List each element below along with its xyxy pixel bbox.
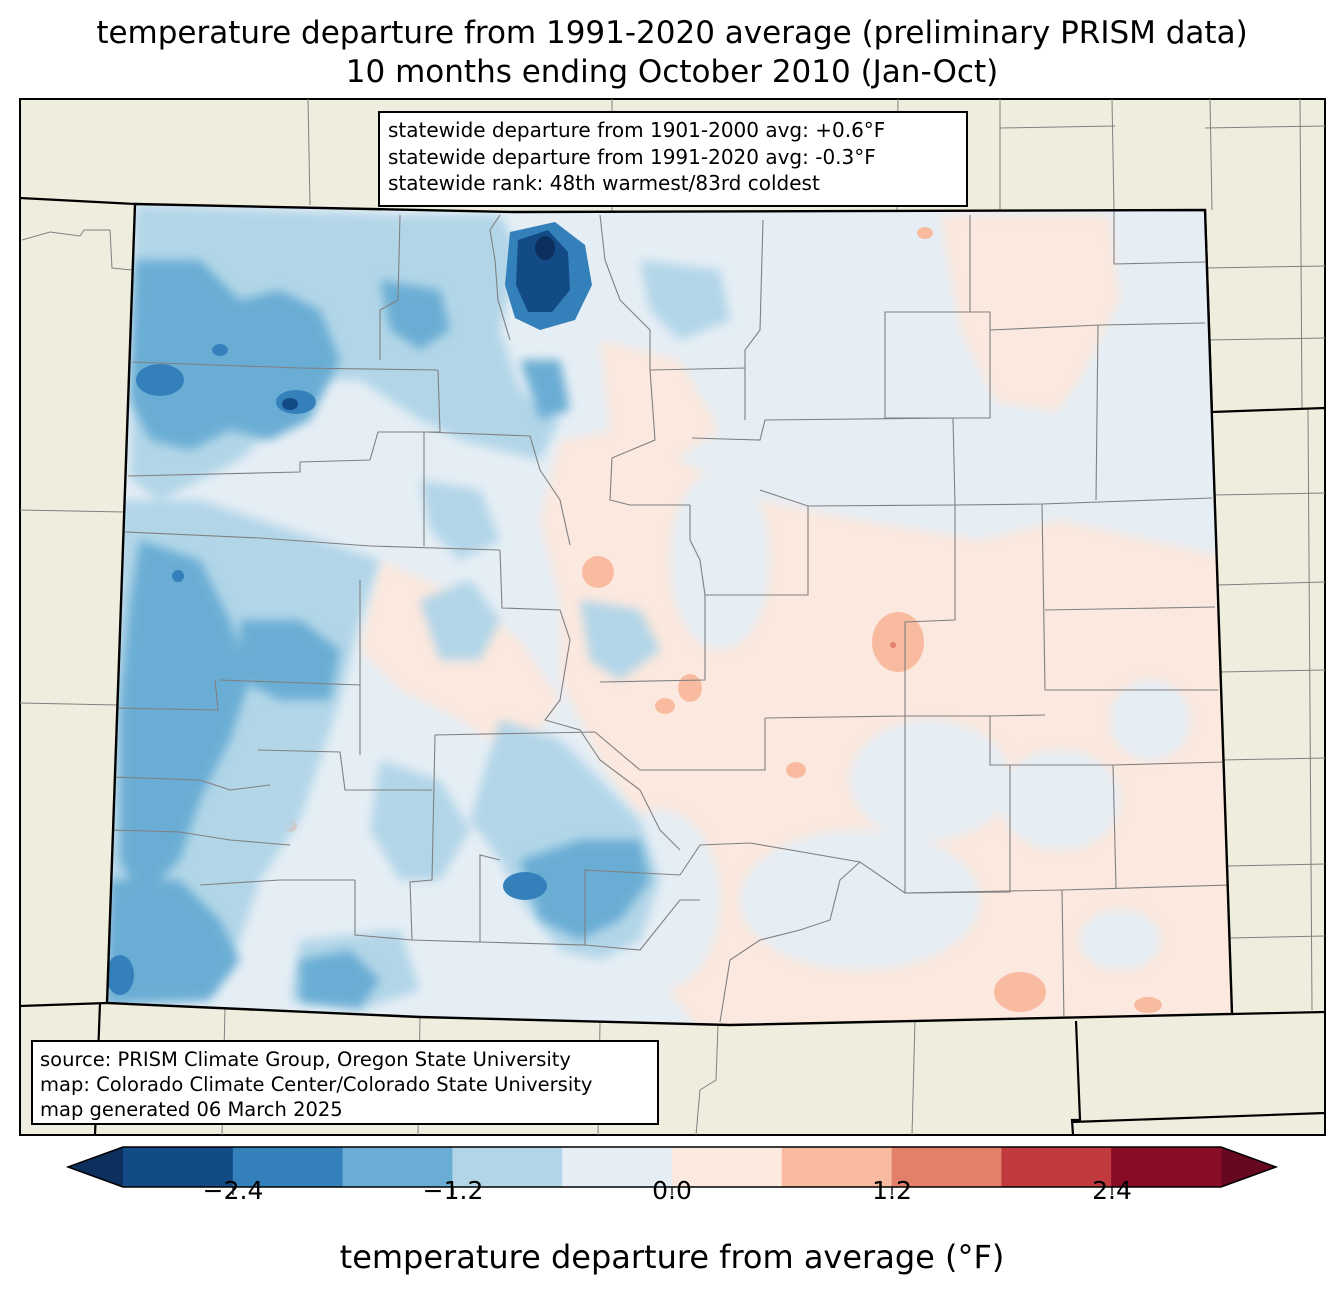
colorado-state-border: [105, 202, 1234, 1027]
colorbar-bin: [781, 1147, 893, 1187]
source-line: source: PRISM Climate Group, Oregon Stat…: [40, 1048, 571, 1071]
stats-rank: statewide rank: 48th warmest/83rd coldes…: [388, 171, 820, 195]
colorbar-tick-label: 1.2: [872, 1176, 912, 1205]
colorbar-ticks: [232, 1187, 1113, 1195]
colorbar-tick-label: 0.0: [652, 1176, 692, 1205]
colorbar-bin: [232, 1147, 344, 1187]
colorbar-bin: [1111, 1147, 1222, 1187]
colorbar-bin: [891, 1147, 1002, 1187]
stats-departure-1901-2000: statewide departure from 1901-2000 avg: …: [388, 118, 886, 142]
colorbar-label: temperature departure from average (°F): [339, 1238, 1005, 1276]
stats-departure-1991-2020: statewide departure from 1991-2020 avg: …: [388, 144, 876, 169]
colorbar-bin: [123, 1147, 234, 1187]
colorbar-outline: [65, 1146, 1279, 1188]
colorbar-bin: [1001, 1147, 1112, 1187]
colorbar-bin: [342, 1147, 453, 1187]
generated-date-line: map generated 06 March 2025: [40, 1098, 343, 1121]
colorbar-over-arrow: [1221, 1147, 1276, 1187]
colorbar-tick-label: −2.4: [202, 1176, 264, 1205]
departure-field: [107, 204, 1232, 1025]
colorbar-under-arrow: [68, 1147, 123, 1187]
map-credit-line: map: Colorado Climate Center/Colorado St…: [40, 1073, 593, 1096]
colorado-county-lines: [109, 210, 1231, 1023]
colorbar: [65, 1146, 1279, 1188]
map-title: temperature departure from 1991-2020 ave…: [96, 15, 1248, 51]
map-subtitle: 10 months ending October 2010 (Jan-Oct): [345, 54, 999, 90]
colorbar-bin: [562, 1147, 673, 1187]
statewide-stats-box: statewide departure from 1901-2000 avg: …: [378, 111, 968, 207]
source-credit-box: source: PRISM Climate Group, Oregon Stat…: [31, 1040, 659, 1125]
colorbar-tick-label: −1.2: [422, 1176, 484, 1205]
colorbar-tick-label: 2.4: [1092, 1176, 1132, 1205]
colorbar-bin: [672, 1147, 783, 1187]
colorbar-bin: [452, 1147, 563, 1187]
